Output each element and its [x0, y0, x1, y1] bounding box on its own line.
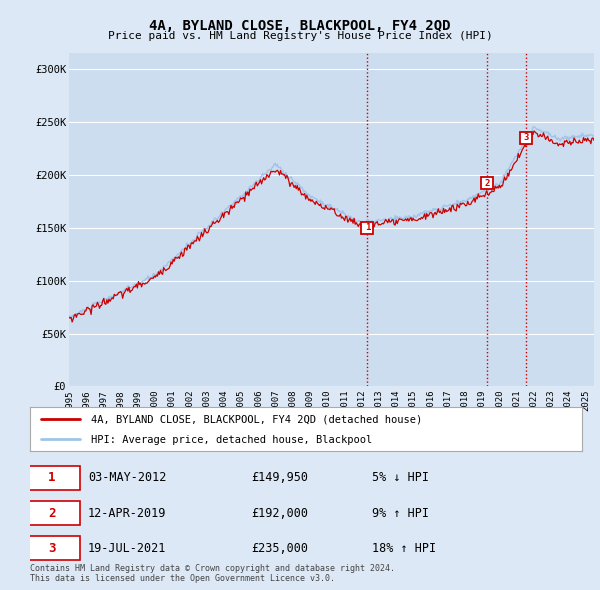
FancyBboxPatch shape [25, 536, 80, 560]
Text: 12-APR-2019: 12-APR-2019 [88, 506, 166, 520]
Text: £235,000: £235,000 [251, 542, 308, 555]
Text: 2: 2 [49, 506, 56, 520]
Text: 18% ↑ HPI: 18% ↑ HPI [372, 542, 436, 555]
Text: 9% ↑ HPI: 9% ↑ HPI [372, 506, 429, 520]
FancyBboxPatch shape [25, 501, 80, 525]
Text: 2: 2 [484, 179, 490, 188]
Text: 3: 3 [49, 542, 56, 555]
Text: 5% ↓ HPI: 5% ↓ HPI [372, 471, 429, 484]
Text: £192,000: £192,000 [251, 506, 308, 520]
Text: 03-MAY-2012: 03-MAY-2012 [88, 471, 166, 484]
Text: Contains HM Land Registry data © Crown copyright and database right 2024.
This d: Contains HM Land Registry data © Crown c… [30, 563, 395, 583]
FancyBboxPatch shape [25, 466, 80, 490]
Text: 4A, BYLAND CLOSE, BLACKPOOL, FY4 2QD: 4A, BYLAND CLOSE, BLACKPOOL, FY4 2QD [149, 19, 451, 34]
Text: Price paid vs. HM Land Registry's House Price Index (HPI): Price paid vs. HM Land Registry's House … [107, 31, 493, 41]
Text: HPI: Average price, detached house, Blackpool: HPI: Average price, detached house, Blac… [91, 435, 372, 445]
Text: 19-JUL-2021: 19-JUL-2021 [88, 542, 166, 555]
Text: 3: 3 [523, 133, 529, 142]
Text: 4A, BYLAND CLOSE, BLACKPOOL, FY4 2QD (detached house): 4A, BYLAND CLOSE, BLACKPOOL, FY4 2QD (de… [91, 415, 422, 424]
Text: 1: 1 [365, 223, 370, 232]
Text: 1: 1 [49, 471, 56, 484]
Text: £149,950: £149,950 [251, 471, 308, 484]
